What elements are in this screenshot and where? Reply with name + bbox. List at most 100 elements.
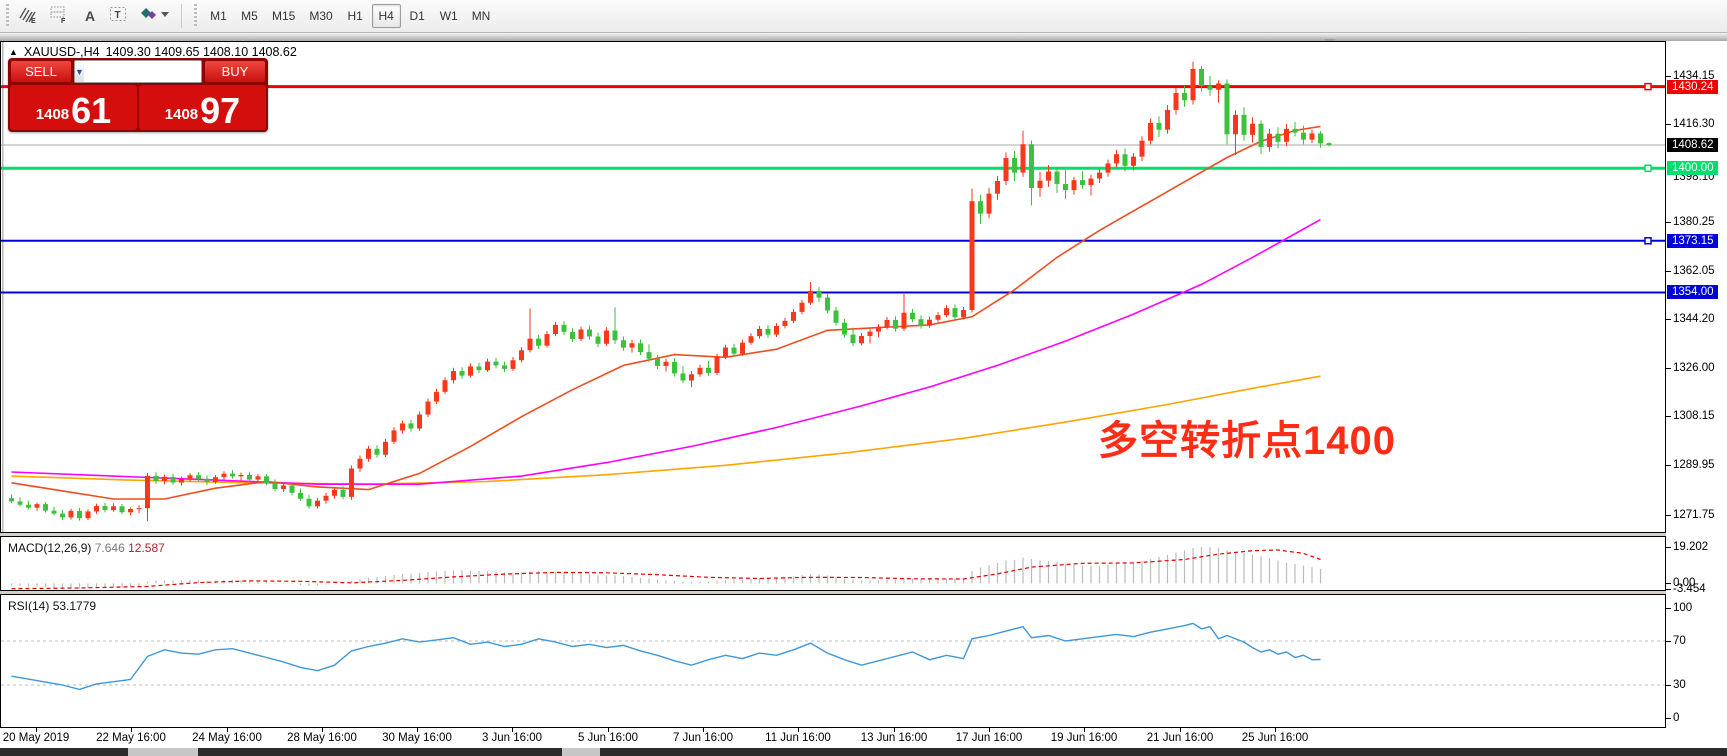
candle-down bbox=[765, 328, 771, 335]
rsi-panel[interactable]: RSI(14) 53.1779 bbox=[0, 594, 1666, 728]
macd-chart[interactable] bbox=[1, 537, 1665, 590]
candle-up bbox=[1105, 163, 1111, 173]
toolbar-drag-handle[interactable] bbox=[5, 4, 10, 28]
candle-down bbox=[153, 475, 159, 481]
candle-up bbox=[187, 475, 193, 480]
candle-down bbox=[587, 329, 592, 337]
candle-down bbox=[17, 501, 23, 505]
buy-price-big: 97 bbox=[200, 89, 241, 131]
candle-up bbox=[145, 475, 150, 509]
candle-down bbox=[893, 320, 898, 329]
price-tick-1380.25: 1380.25 bbox=[1673, 215, 1715, 228]
candle-up bbox=[1267, 133, 1272, 147]
candle-up bbox=[544, 334, 550, 346]
candle-down bbox=[459, 371, 465, 376]
timeframe-H1[interactable]: H1 bbox=[347, 9, 363, 23]
candle-up bbox=[68, 510, 74, 518]
time-label: 24 May 16:00 bbox=[192, 732, 262, 744]
candle-up bbox=[748, 336, 754, 343]
candle-up bbox=[383, 441, 388, 455]
candle-down bbox=[833, 310, 839, 323]
text-label-icon[interactable]: A bbox=[84, 8, 96, 24]
panel-inner-edge bbox=[2, 42, 4, 532]
candle-up bbox=[859, 335, 864, 344]
hline-handle[interactable] bbox=[1644, 82, 1652, 91]
candle-down bbox=[77, 510, 82, 519]
timeframe-MN[interactable]: MN bbox=[471, 9, 491, 23]
timeframe-W1[interactable]: W1 bbox=[439, 9, 458, 23]
sell-price-button[interactable]: 1408 61 bbox=[10, 85, 137, 130]
candle-up bbox=[553, 324, 558, 335]
candle-up bbox=[935, 315, 941, 320]
candle-up bbox=[1071, 180, 1077, 191]
candle-down bbox=[1054, 171, 1060, 184]
candle-up bbox=[315, 500, 320, 507]
rsi-scale-100: 100 bbox=[1673, 602, 1693, 614]
candle-down bbox=[1292, 128, 1298, 133]
candle-up bbox=[451, 371, 456, 381]
candle-up bbox=[1097, 172, 1102, 179]
timeframe-H4[interactable]: H4 bbox=[371, 4, 401, 28]
objects-icon[interactable] bbox=[137, 3, 173, 29]
chart-template-icon[interactable]: E bbox=[17, 3, 43, 29]
candle-up bbox=[1037, 180, 1043, 188]
candle-down bbox=[1241, 114, 1247, 135]
candle-up bbox=[1250, 123, 1255, 135]
candle-up bbox=[629, 343, 635, 348]
hline-handle[interactable] bbox=[1644, 237, 1652, 245]
timeframe-D1[interactable]: D1 bbox=[409, 9, 425, 23]
rsi-chart[interactable] bbox=[1, 595, 1665, 727]
candle-up bbox=[366, 448, 371, 459]
candle-up bbox=[757, 328, 762, 337]
buy-price-button[interactable]: 1408 97 bbox=[139, 85, 266, 130]
grid-icon[interactable]: F bbox=[47, 3, 73, 29]
candle-up bbox=[1020, 144, 1026, 173]
volume-decrease-button[interactable]: ▼ bbox=[75, 61, 84, 82]
macd-scale-19.202: 19.202 bbox=[1673, 540, 1709, 553]
chart-header: ▲ XAUUSD-,H4 1409.30 1409.65 1408.10 140… bbox=[9, 45, 297, 59]
buy-button[interactable]: BUY bbox=[204, 60, 266, 83]
candle-down bbox=[680, 373, 686, 381]
candle-up bbox=[238, 474, 244, 477]
candle-up bbox=[85, 511, 91, 519]
price-axis[interactable]: 1434.15 1416.30 1380.25 1362.05 1344.20 1326.… bbox=[1666, 41, 1727, 748]
timeframe-drag-handle[interactable] bbox=[193, 4, 198, 28]
candle-down bbox=[918, 319, 924, 326]
time-label: 19 Jun 16:00 bbox=[1050, 732, 1118, 744]
timeframe-M1[interactable]: M1 bbox=[210, 9, 227, 23]
time-axis[interactable]: 20 May 2019 22 May 16:00 24 May 16:00 28 Ma… bbox=[0, 728, 1666, 748]
sell-price-big: 61 bbox=[71, 89, 112, 131]
text-box-icon[interactable]: T bbox=[107, 3, 133, 29]
candle-down bbox=[272, 483, 278, 490]
sell-button[interactable]: SELL bbox=[10, 60, 72, 83]
candle-up bbox=[1131, 156, 1136, 166]
volume-input[interactable] bbox=[83, 61, 201, 82]
price-badge-1400: 1400.00 bbox=[1667, 161, 1718, 176]
candle-down bbox=[374, 448, 380, 455]
timeframe-M5[interactable]: M5 bbox=[241, 9, 258, 23]
candle-down bbox=[1182, 92, 1187, 101]
chinese-annotation-text[interactable]: 多空转折点1400 bbox=[1098, 419, 1396, 463]
candle-up bbox=[281, 485, 286, 490]
candle-down bbox=[672, 361, 677, 374]
collapse-triangle-icon[interactable]: ▲ bbox=[9, 47, 18, 57]
candle-up bbox=[468, 366, 473, 376]
rsi-scale-0: 0 bbox=[1673, 712, 1680, 724]
sell-price-small: 1408 bbox=[35, 106, 70, 123]
candlestick-chart[interactable] bbox=[1, 42, 1665, 532]
candle-up bbox=[986, 193, 992, 214]
hline-handle[interactable] bbox=[1644, 164, 1652, 173]
candle-up bbox=[128, 509, 133, 513]
candle-down bbox=[306, 498, 312, 507]
candle-down bbox=[1199, 68, 1204, 86]
grid-glyph: F bbox=[50, 6, 66, 24]
candle-up bbox=[400, 423, 405, 431]
candle-down bbox=[247, 474, 252, 480]
candle-down bbox=[638, 343, 643, 353]
macd-panel[interactable]: MACD(12,26,9) 7.646 12.587 bbox=[0, 536, 1666, 591]
main-chart-panel[interactable] bbox=[0, 41, 1666, 533]
timeframe-M30[interactable]: M30 bbox=[309, 9, 333, 23]
candle-up bbox=[162, 476, 167, 481]
candle-up bbox=[740, 342, 745, 354]
timeframe-M15[interactable]: M15 bbox=[272, 9, 296, 23]
